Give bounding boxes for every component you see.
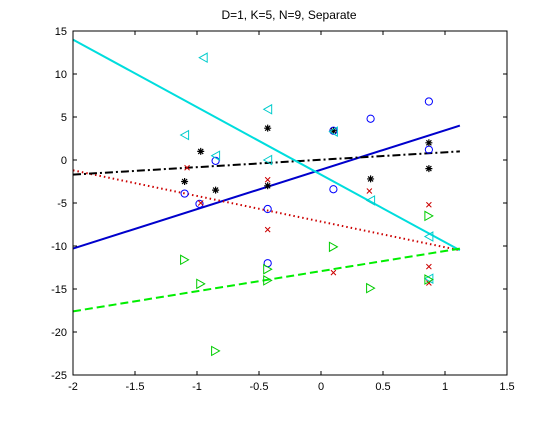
x-tick-label: -1.5 bbox=[126, 381, 145, 393]
asterisk-point bbox=[425, 139, 433, 147]
x-point bbox=[264, 176, 271, 183]
x-point bbox=[426, 201, 432, 208]
triangle-right-point bbox=[196, 278, 206, 290]
y-tick-label: 0 bbox=[61, 155, 67, 167]
triangle-left-point bbox=[328, 126, 338, 137]
triangle-right-point bbox=[211, 345, 221, 357]
x-point bbox=[264, 226, 271, 233]
y-tick-label: -25 bbox=[51, 370, 67, 382]
y-tick-label: -20 bbox=[51, 327, 67, 339]
triangle-left-point bbox=[262, 154, 273, 166]
triangle-right-point bbox=[424, 210, 434, 222]
x-point bbox=[184, 164, 190, 171]
triangle-left-point bbox=[423, 231, 434, 242]
asterisk-point bbox=[367, 175, 375, 183]
x-tick-label: 1 bbox=[442, 381, 448, 393]
x-point bbox=[426, 263, 432, 270]
circle-point bbox=[180, 189, 189, 198]
triangle-left-point bbox=[365, 195, 376, 206]
circle-point bbox=[195, 199, 204, 208]
asterisk-point bbox=[181, 178, 189, 185]
asterisk-point bbox=[264, 124, 272, 132]
x-tick-label: 1.5 bbox=[499, 381, 514, 393]
x-point bbox=[197, 200, 204, 206]
chart-title: D=1, K=5, N=9, Separate bbox=[221, 8, 357, 22]
triangle-right-point bbox=[328, 241, 339, 253]
x-point bbox=[330, 269, 337, 276]
fit-line-3 bbox=[72, 150, 460, 176]
x-tick-label: 0.5 bbox=[375, 381, 390, 393]
axis-ticks: -2 -1.5 -1 -0.5 0 0.5 1 1.5 -25 -20 -15 -10 -5 0 5 10 15 bbox=[51, 26, 515, 393]
asterisk-point bbox=[329, 127, 337, 135]
triangle-right-point bbox=[366, 282, 376, 294]
triangle-left-point bbox=[210, 150, 221, 162]
x-tick-label: -2 bbox=[68, 381, 78, 393]
fit-line-2 bbox=[72, 169, 461, 252]
asterisk-point bbox=[264, 182, 272, 190]
circle-point bbox=[329, 185, 338, 194]
triangle-right-point bbox=[424, 274, 434, 285]
y-tick-label: 15 bbox=[55, 26, 67, 38]
y-tick-label: 5 bbox=[61, 112, 67, 124]
x-tick-label: -1 bbox=[192, 381, 202, 393]
triangle-right-point bbox=[263, 275, 273, 286]
x-tick-label: 0 bbox=[318, 381, 324, 393]
y-tick-label: -10 bbox=[51, 241, 67, 253]
triangle-left-point bbox=[179, 129, 190, 141]
triangle-right-point bbox=[263, 263, 273, 275]
asterisk-point bbox=[212, 186, 220, 194]
circle-point bbox=[211, 156, 220, 165]
y-tick-label: 10 bbox=[55, 69, 67, 81]
triangle-left-point bbox=[262, 103, 273, 115]
asterisk-point bbox=[425, 165, 433, 173]
data-points bbox=[179, 52, 434, 357]
y-tick-label: -15 bbox=[51, 284, 67, 296]
circle-point bbox=[424, 97, 433, 106]
axes-background bbox=[73, 31, 507, 375]
fit-line-5 bbox=[72, 247, 461, 313]
circle-point bbox=[366, 114, 375, 123]
y-tick-label: -5 bbox=[57, 198, 67, 210]
triangle-left-point bbox=[198, 52, 208, 64]
triangle-left-point bbox=[423, 273, 434, 285]
circle-point bbox=[263, 204, 272, 214]
fit-line-4 bbox=[72, 38, 461, 252]
triangle-right-point bbox=[180, 254, 190, 266]
asterisk-point bbox=[197, 147, 205, 155]
x-point bbox=[366, 188, 373, 194]
x-tick-label: -0.5 bbox=[250, 381, 269, 393]
